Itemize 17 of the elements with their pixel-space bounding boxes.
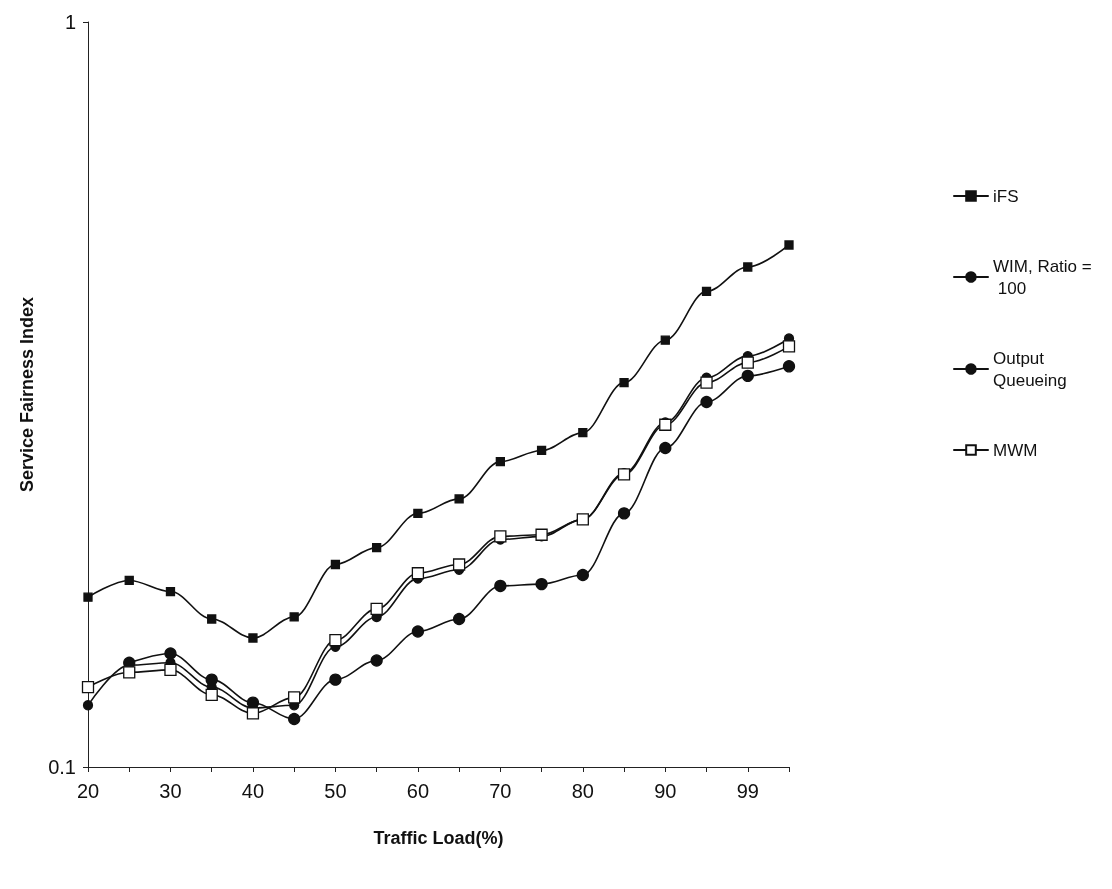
- y-tick-label: 1: [64, 11, 76, 33]
- x-tick-label: 20: [76, 780, 100, 802]
- y-axis-title: Service Fairness Index: [17, 296, 37, 493]
- x-tick-label: 99: [736, 780, 759, 802]
- x-tick-label: 30: [159, 780, 182, 802]
- legend-label: iFS: [993, 186, 1019, 206]
- x-tick-label: 70: [489, 780, 512, 802]
- x-tick-label: 90: [654, 780, 677, 802]
- legend-label: MWM: [993, 440, 1038, 460]
- x-tick-label: 40: [241, 780, 265, 802]
- legend-label: Output Queueing: [993, 348, 1067, 390]
- x-tick-label: 50: [324, 780, 347, 802]
- y-tick-label: 0.1: [48, 756, 76, 778]
- x-tick-label: 60: [406, 780, 430, 802]
- x-tick-label: 80: [571, 780, 594, 802]
- legend-label: WIM, Ratio = 100: [993, 256, 1092, 298]
- x-axis-title: Traffic Load(%): [373, 828, 504, 848]
